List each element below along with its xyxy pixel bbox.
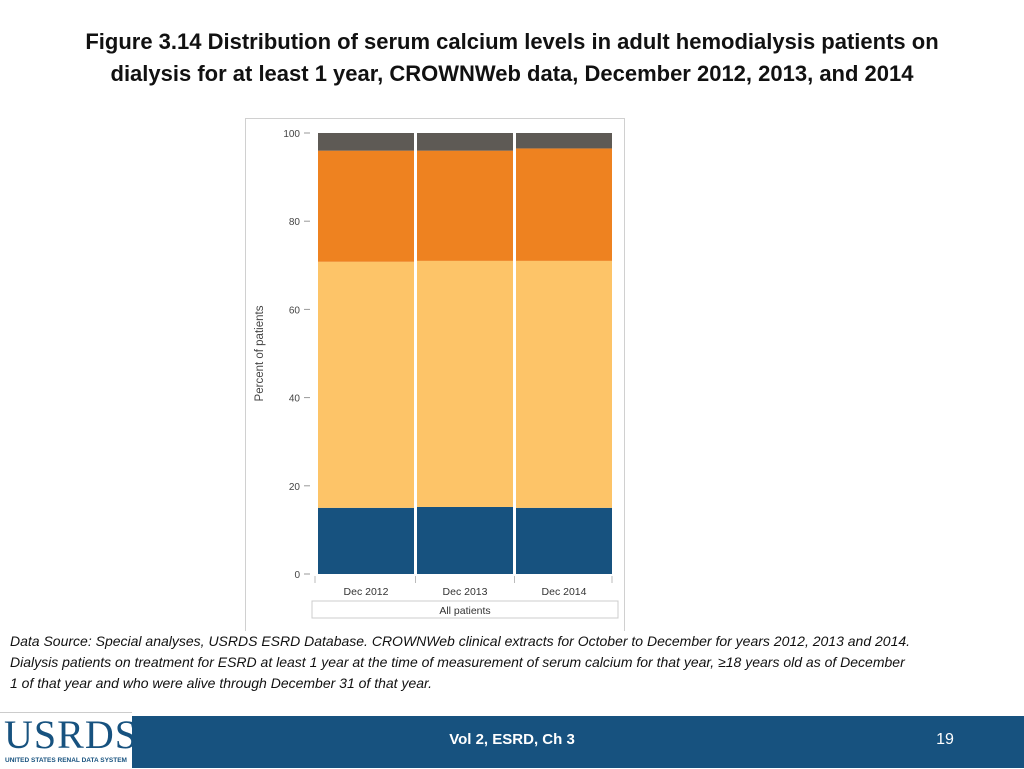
bar-segment <box>318 133 414 151</box>
footer-bar <box>0 716 1024 768</box>
bar-segment <box>417 133 513 151</box>
x-tick-label: Dec 2014 <box>542 586 587 598</box>
source-line-1: Data Source: Special analyses, USRDS ESR… <box>10 633 911 649</box>
bar-segment <box>417 260 513 507</box>
x-tick-label: Dec 2013 <box>443 586 488 598</box>
group-label-box <box>311 600 619 619</box>
y-tick-label: 0 <box>294 570 300 581</box>
usrds-logo: USRDS UNITED STATES RENAL DATA SYSTEM <box>0 712 138 769</box>
y-tick-label: 100 <box>283 129 300 140</box>
bar-segment <box>318 507 414 574</box>
bar-segment <box>516 260 612 508</box>
bar-segment <box>417 150 513 261</box>
logo-subtitle: UNITED STATES RENAL DATA SYSTEM <box>5 757 127 764</box>
chart-panel: 0 20 40 60 80 100 Percent of patients Dec 2012 D… <box>245 118 625 631</box>
bar-segment <box>516 148 612 261</box>
stacked-bar-chart: 0 20 40 60 80 100 Percent of patients Dec 2012 D… <box>254 129 619 619</box>
slide-title: Figure 3.14 Distribution of serum calciu… <box>40 26 984 90</box>
page-number: 19 <box>936 731 954 748</box>
title-line-1: Figure 3.14 Distribution of serum calciu… <box>85 29 939 54</box>
y-axis-label: Percent of patients <box>254 305 266 401</box>
y-tick-label: 60 <box>289 305 301 316</box>
source-line-3: 1 of that year and who were alive throug… <box>10 675 433 691</box>
group-label: All patients <box>439 605 490 617</box>
footer-volume-label: Vol 2, ESRD, Ch 3 <box>449 731 575 748</box>
bar-segment <box>516 507 612 574</box>
x-tick-label: Dec 2012 <box>344 586 389 598</box>
title-line-2: dialysis for at least 1 year, CROWNWeb d… <box>110 61 914 86</box>
y-tick-label: 20 <box>289 482 301 493</box>
data-source-note: Data Source: Special analyses, USRDS ESR… <box>10 631 1010 694</box>
bar-segment <box>417 506 513 574</box>
y-tick-label: 80 <box>289 217 301 228</box>
source-line-2: Dialysis patients on treatment for ESRD … <box>10 654 905 670</box>
logo-text: USRDS <box>4 712 138 757</box>
bar-segment <box>516 133 612 149</box>
y-tick-label: 40 <box>289 394 301 405</box>
bar-segment <box>318 150 414 262</box>
bar-segment <box>318 261 414 508</box>
